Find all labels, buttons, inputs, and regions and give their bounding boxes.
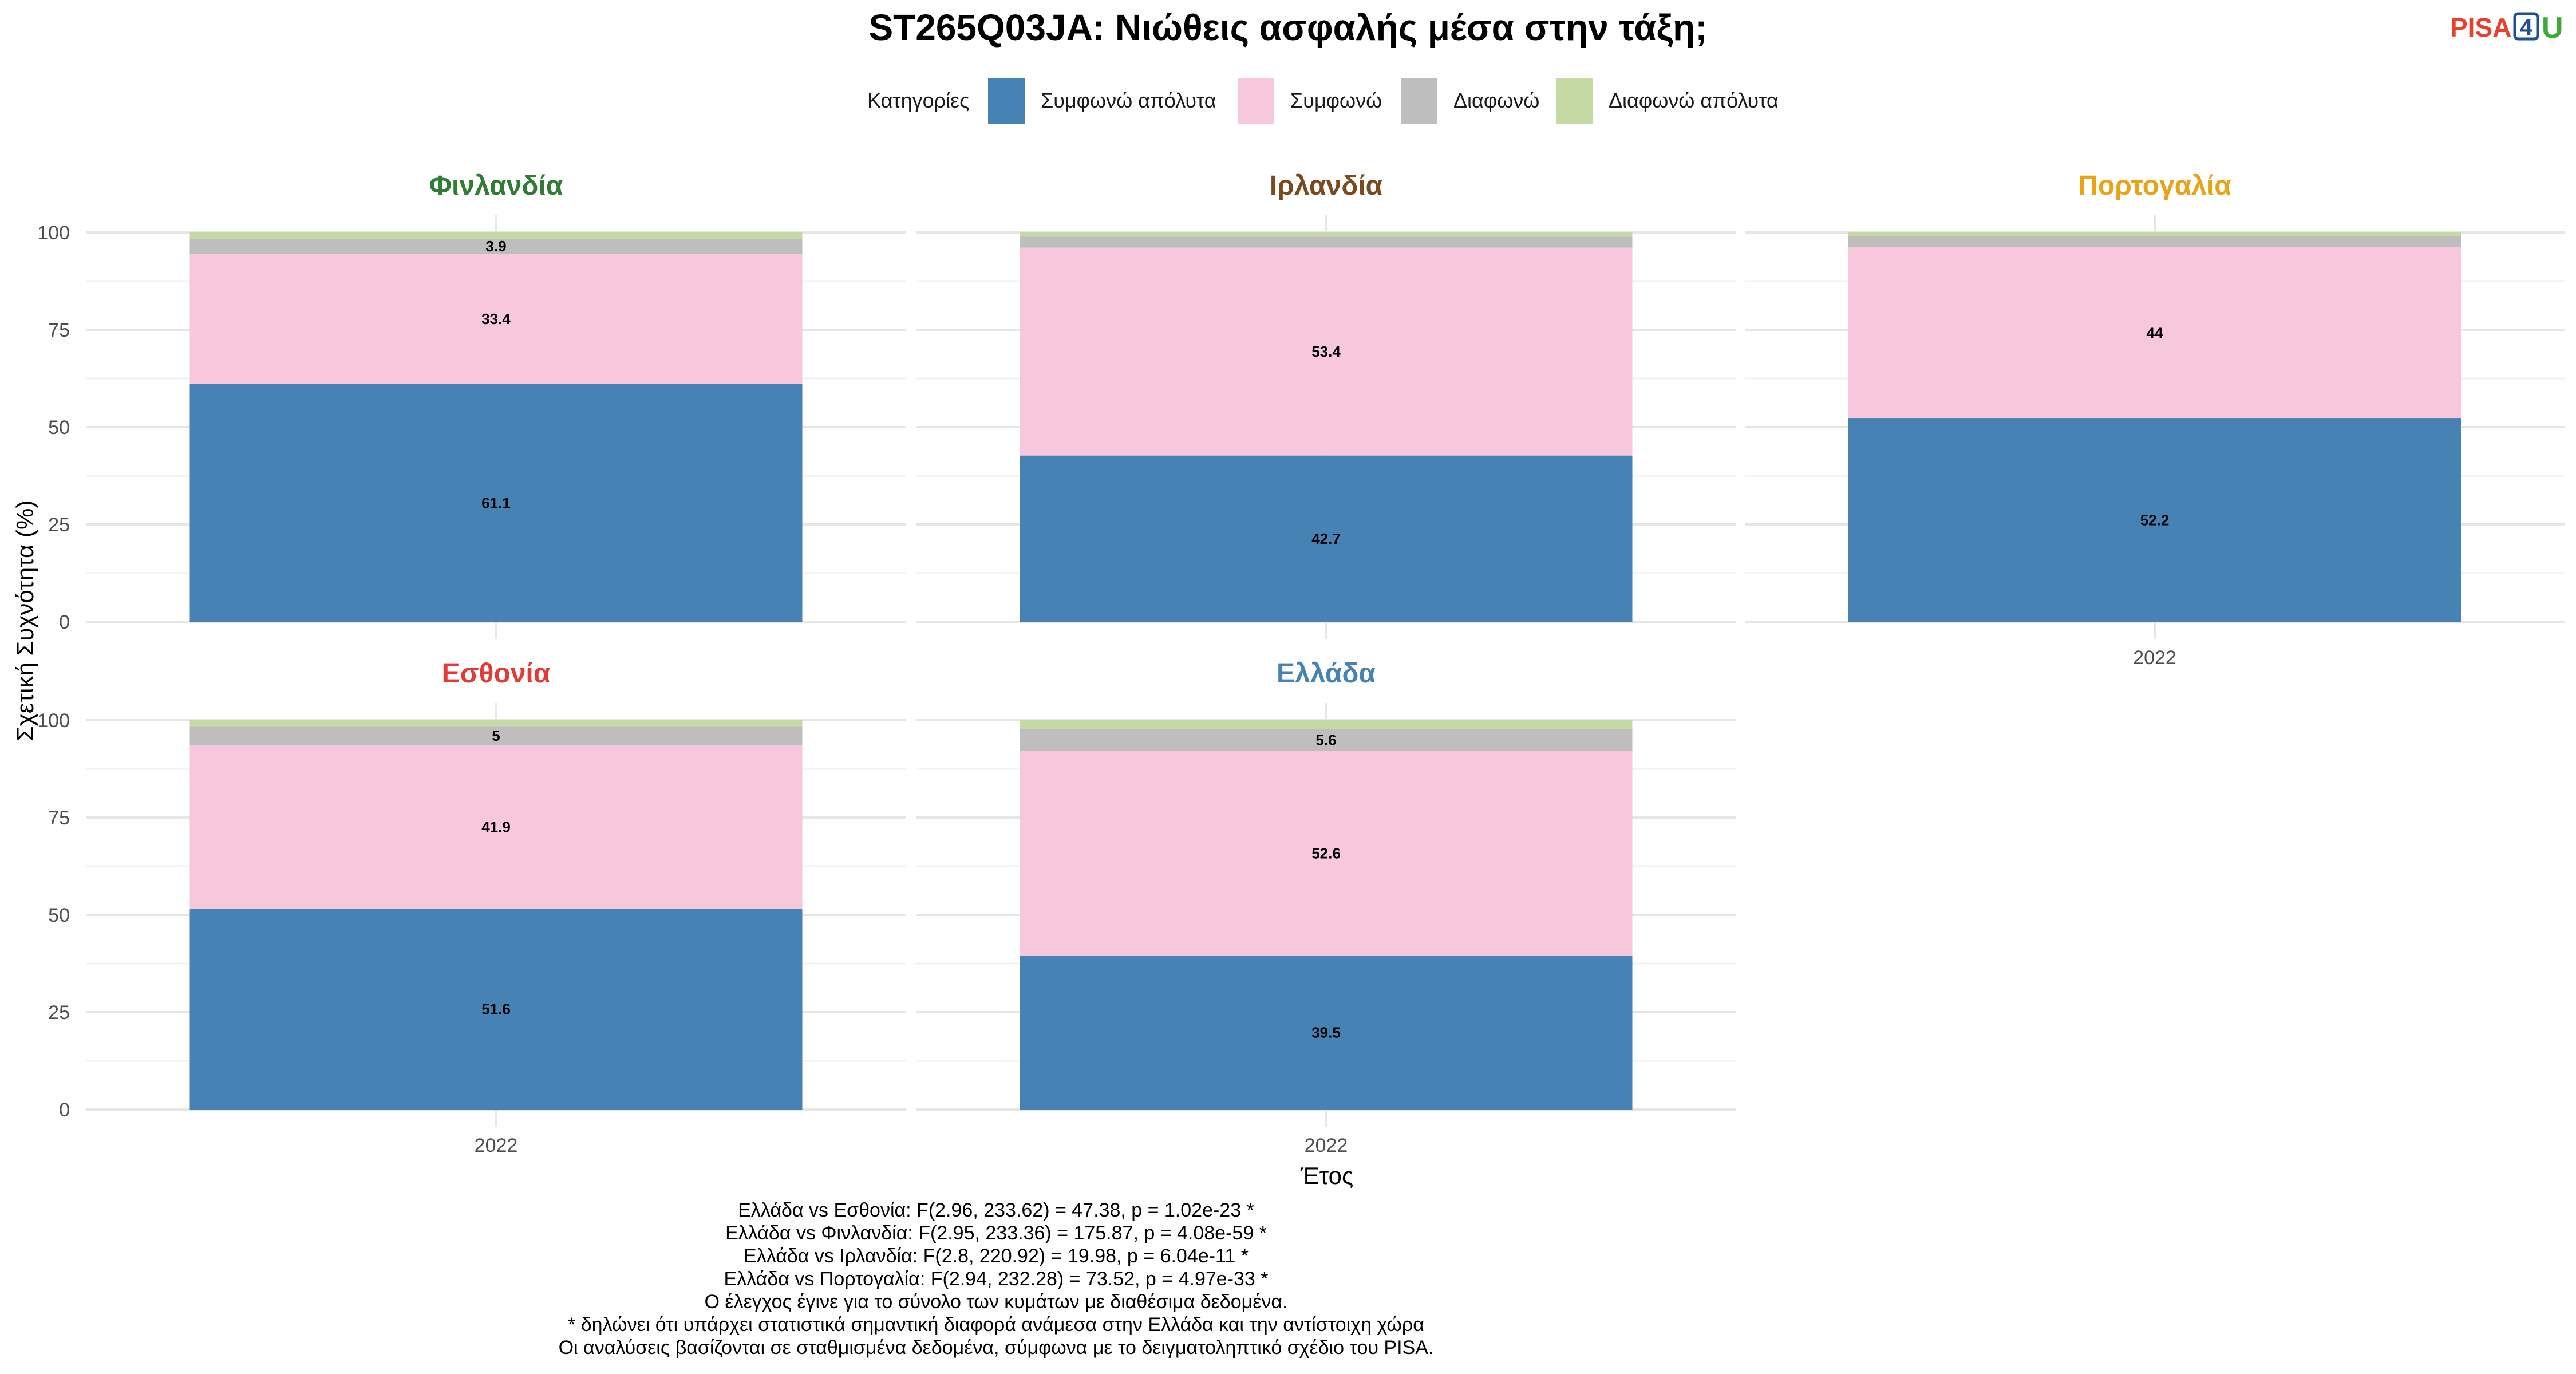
facet-panel: Ελλάδα 39.5 52.6 5.6 2022 (916, 658, 1736, 1156)
bar-value-label: 5.6 (1315, 732, 1336, 749)
legend-label: Συμφωνώ (1290, 89, 1382, 112)
facet-panel: Εσθονία 0 25 50 75 100 51.6 41.9 5 2022 (37, 658, 906, 1156)
bar-segment (1848, 232, 2461, 236)
legend-swatch (1238, 78, 1274, 124)
footnote-line: Ελλάδα vs Φινλανδία: F(2.95, 233.36) = 1… (725, 1222, 1267, 1244)
y-tick-label: 75 (48, 807, 70, 829)
legend-swatch (988, 78, 1025, 124)
logo-box (2513, 12, 2539, 41)
bar-segment (189, 745, 803, 909)
y-tick-label: 100 (37, 710, 70, 732)
x-axis-title: Έτος (1300, 1162, 1354, 1189)
bar-segment (1020, 729, 1633, 751)
facet-title: Ιρλανδία (1270, 171, 1383, 201)
legend-swatch (1401, 78, 1437, 124)
facet-panel: Ιρλανδία 42.7 53.4 (916, 171, 1736, 639)
bar-segment (189, 232, 803, 239)
bar-value-label: 53.4 (1311, 343, 1341, 360)
legend-label: Διαφωνώ (1453, 89, 1539, 112)
bar-value-label: 51.6 (481, 1001, 511, 1018)
bar-value-label: 33.4 (481, 310, 511, 327)
footnote-line: Ελλάδα vs Ιρλανδία: F(2.8, 220.92) = 19.… (744, 1245, 1249, 1267)
facet-panel: Πορτογαλία 52.2 44 2022 (1745, 171, 2565, 669)
y-tick-label: 50 (48, 905, 70, 926)
bar-value-label: 42.7 (1311, 530, 1341, 547)
facet-title: Εσθονία (442, 658, 551, 689)
legend: Κατηγορίες Συμφωνώ απόλυτα Συμφωνώ Διαφωνώ… (867, 78, 1779, 124)
bar-segment (1020, 247, 1633, 456)
logo-four-text: 4 (2520, 15, 2533, 40)
y-axis-title: Σχετική Συχνότητα (%) (11, 500, 38, 741)
bar-segment (1848, 418, 2461, 622)
bar-segment (1020, 455, 1633, 622)
bar-segment (1020, 751, 1633, 956)
logo-pisa-text: PISA (2450, 13, 2511, 42)
footnotes: Ελλάδα vs Εσθονία: F(2.96, 233.62) = 47.… (559, 1199, 1434, 1359)
bar-segment (189, 909, 803, 1110)
bar-value-label: 39.5 (1311, 1024, 1341, 1041)
bar-value-label: 3.9 (485, 238, 506, 255)
logo-u-text: U (2542, 11, 2563, 45)
bar-value-label: 5 (492, 727, 500, 744)
bar-value-label: 44 (2147, 324, 2163, 341)
x-tick-label: 2022 (2133, 647, 2176, 669)
bar-segment (1020, 236, 1633, 248)
bar-segment (1848, 236, 2461, 247)
legend-label: Συμφωνώ απόλυτα (1041, 89, 1216, 112)
y-tick-label: 0 (59, 611, 70, 633)
footnote-line: Ο έλεγχος έγινε για το σύνολο των κυμάτω… (705, 1291, 1288, 1313)
legend-label: Διαφωνώ απόλυτα (1609, 89, 1779, 112)
bar-value-label: 52.6 (1311, 845, 1341, 862)
footnote-line: * δηλώνει ότι υπάρχει στατιστικά σημαντι… (568, 1314, 1424, 1336)
chart-title: ST265Q03JA: Νιώθεις ασφαλής μέσα στην τά… (868, 7, 1707, 48)
legend-swatch (1556, 78, 1593, 124)
bar-value-label: 52.2 (2140, 512, 2170, 529)
facet-panel: Φινλανδία 0 25 50 75 100 61.1 33.4 3.9 (37, 171, 906, 639)
bar-value-label: 41.9 (481, 819, 511, 836)
facet-title: Πορτογαλία (2078, 171, 2231, 201)
legend-title: Κατηγορίες (867, 89, 970, 112)
bar-segment (189, 254, 803, 384)
footnote-line: Οι αναλύσεις βασίζονται σε σταθμισμένα δ… (559, 1337, 1434, 1359)
bar-segment (189, 726, 803, 746)
bar-segment (189, 238, 803, 254)
facet-title: Φινλανδία (429, 171, 563, 201)
y-tick-label: 75 (48, 319, 70, 341)
y-tick-label: 50 (48, 417, 70, 439)
facet-title: Ελλάδα (1277, 658, 1376, 689)
y-tick-label: 0 (59, 1099, 70, 1121)
bar-segment (189, 384, 803, 622)
bar-segment (1020, 232, 1633, 237)
bar-value-label: 61.1 (481, 494, 511, 511)
facet-panels: Φινλανδία025507510061.133.43.9Ιρλανδία42… (37, 171, 2565, 1156)
bar-segment (1020, 720, 1633, 729)
footnote-line: Ελλάδα vs Εσθονία: F(2.96, 233.62) = 47.… (738, 1199, 1254, 1221)
y-tick-label: 25 (48, 1002, 70, 1024)
x-tick-label: 2022 (475, 1135, 518, 1156)
bar-segment (1848, 247, 2461, 419)
pisa4u-logo: PISA 4 U (2450, 11, 2563, 45)
bar-segment (1020, 956, 1633, 1110)
y-tick-label: 25 (48, 514, 70, 536)
bar-segment (189, 720, 803, 727)
x-tick-label: 2022 (1305, 1135, 1348, 1156)
y-tick-label: 100 (37, 222, 70, 244)
footnote-line: Ελλάδα vs Πορτογαλία: F(2.94, 232.28) = … (724, 1268, 1269, 1290)
